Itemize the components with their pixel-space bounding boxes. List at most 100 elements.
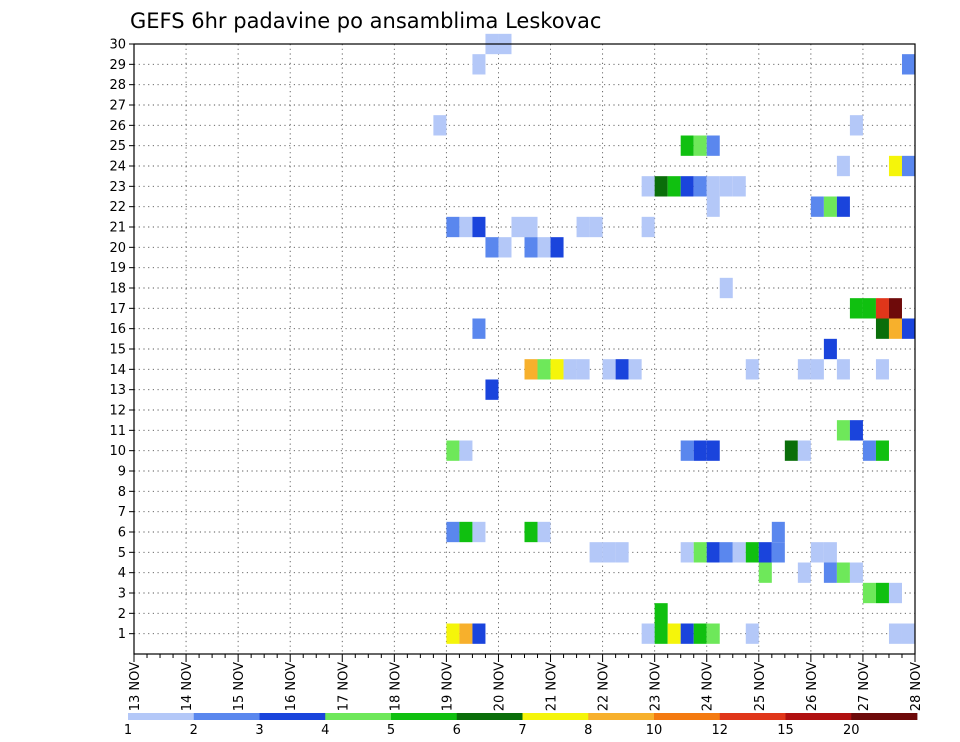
precip-cell bbox=[654, 176, 668, 197]
precip-cell bbox=[680, 135, 694, 156]
x-tick-label: 18 NOV bbox=[388, 662, 403, 711]
precip-cell bbox=[875, 298, 889, 319]
precip-cell bbox=[823, 338, 837, 360]
precip-cell bbox=[459, 521, 473, 543]
colorbar-segment bbox=[851, 713, 918, 720]
x-tick-label: 23 NOV bbox=[649, 662, 664, 711]
precip-cell bbox=[576, 216, 590, 238]
precip-cell bbox=[524, 237, 538, 258]
precip-cell bbox=[810, 196, 824, 217]
precip-cell bbox=[706, 542, 720, 563]
precip-cell bbox=[888, 582, 902, 604]
precip-cell bbox=[901, 623, 915, 644]
precip-cell bbox=[667, 623, 681, 644]
precip-cell bbox=[849, 420, 863, 441]
precip-cell bbox=[667, 176, 681, 197]
y-axis-ticks: 1234567891011121314151617181920212223242… bbox=[109, 38, 134, 642]
y-tick-label: 14 bbox=[109, 363, 126, 378]
y-tick-label: 29 bbox=[109, 58, 126, 73]
y-tick-label: 11 bbox=[109, 424, 126, 439]
y-tick-label: 16 bbox=[109, 322, 126, 337]
precip-cell bbox=[511, 216, 525, 238]
precip-cell bbox=[485, 237, 499, 258]
precip-cell bbox=[472, 54, 486, 75]
precip-cell bbox=[862, 440, 876, 461]
precip-cell bbox=[446, 216, 460, 238]
precip-cell bbox=[823, 196, 837, 217]
precip-cell bbox=[693, 623, 707, 644]
precip-cell bbox=[498, 237, 512, 258]
y-tick-label: 22 bbox=[109, 200, 126, 215]
y-tick-label: 15 bbox=[109, 343, 126, 358]
precip-cell bbox=[719, 176, 733, 197]
precip-cell bbox=[888, 298, 902, 319]
precip-cell bbox=[693, 440, 707, 461]
precip-cell bbox=[732, 542, 746, 563]
precip-cell bbox=[693, 135, 707, 156]
precip-cell bbox=[797, 440, 811, 461]
precip-cell bbox=[836, 196, 850, 217]
x-tick-label: 21 NOV bbox=[545, 662, 560, 711]
precip-cell bbox=[680, 623, 694, 644]
colorbar-label: 10 bbox=[646, 723, 663, 738]
precip-cell bbox=[680, 176, 694, 197]
precip-cell bbox=[888, 318, 902, 339]
x-tick-label: 25 NOV bbox=[753, 662, 768, 711]
precip-cell bbox=[758, 562, 772, 583]
x-tick-label: 19 NOV bbox=[440, 662, 455, 711]
precip-cell bbox=[615, 542, 629, 563]
precip-cell bbox=[563, 359, 577, 380]
precip-cell bbox=[680, 542, 694, 563]
precip-cell bbox=[524, 521, 538, 543]
y-tick-label: 13 bbox=[109, 383, 126, 398]
y-tick-label: 4 bbox=[118, 566, 126, 581]
y-tick-label: 8 bbox=[118, 485, 126, 500]
precip-cell bbox=[459, 623, 473, 644]
precip-cell bbox=[875, 359, 889, 380]
precip-cell bbox=[641, 623, 655, 644]
colorbar-segment bbox=[456, 713, 523, 720]
x-tick-label: 22 NOV bbox=[597, 662, 612, 711]
y-tick-label: 17 bbox=[109, 302, 126, 317]
precip-cell bbox=[706, 440, 720, 461]
colorbar: 1 2 3 4 5 6 7 8 10 12 15 20 bbox=[124, 713, 918, 738]
precip-cell bbox=[732, 176, 746, 197]
colorbar-segment bbox=[128, 713, 195, 720]
y-tick-label: 19 bbox=[109, 261, 126, 276]
precip-cell bbox=[901, 318, 915, 339]
precip-cell bbox=[823, 542, 837, 563]
precip-cell bbox=[628, 359, 642, 380]
colorbar-segment bbox=[391, 713, 458, 720]
precip-cell bbox=[706, 176, 720, 197]
y-tick-label: 3 bbox=[118, 587, 126, 602]
precip-cell bbox=[823, 562, 837, 583]
x-tick-label: 24 NOV bbox=[701, 662, 716, 711]
precip-cell bbox=[459, 440, 473, 461]
precip-cell bbox=[836, 359, 850, 380]
colorbar-segment bbox=[259, 713, 326, 720]
precip-cell bbox=[589, 216, 603, 238]
x-tick-label: 14 NOV bbox=[180, 662, 195, 711]
precip-cell bbox=[485, 379, 499, 400]
precip-cell bbox=[784, 440, 798, 461]
colorbar-segment bbox=[719, 713, 786, 720]
x-tick-label: 26 NOV bbox=[805, 662, 820, 711]
x-tick-label: 28 NOV bbox=[909, 662, 924, 711]
precipitation-cells bbox=[433, 33, 915, 644]
precip-cell bbox=[472, 521, 486, 543]
precip-cell bbox=[771, 521, 785, 543]
y-tick-label: 18 bbox=[109, 282, 126, 297]
precip-cell bbox=[693, 176, 707, 197]
y-tick-label: 23 bbox=[109, 180, 126, 195]
precip-cell bbox=[758, 542, 772, 563]
colorbar-label: 20 bbox=[843, 723, 860, 738]
precip-cell bbox=[524, 216, 538, 238]
precip-cell bbox=[888, 623, 902, 644]
colorbar-label: 1 bbox=[124, 723, 132, 738]
precip-cell bbox=[849, 298, 863, 319]
x-tick-label: 27 NOV bbox=[857, 662, 872, 711]
precip-cell bbox=[745, 542, 759, 563]
precip-cell bbox=[576, 359, 590, 380]
precip-cell bbox=[433, 115, 447, 136]
precip-cell bbox=[810, 542, 824, 563]
